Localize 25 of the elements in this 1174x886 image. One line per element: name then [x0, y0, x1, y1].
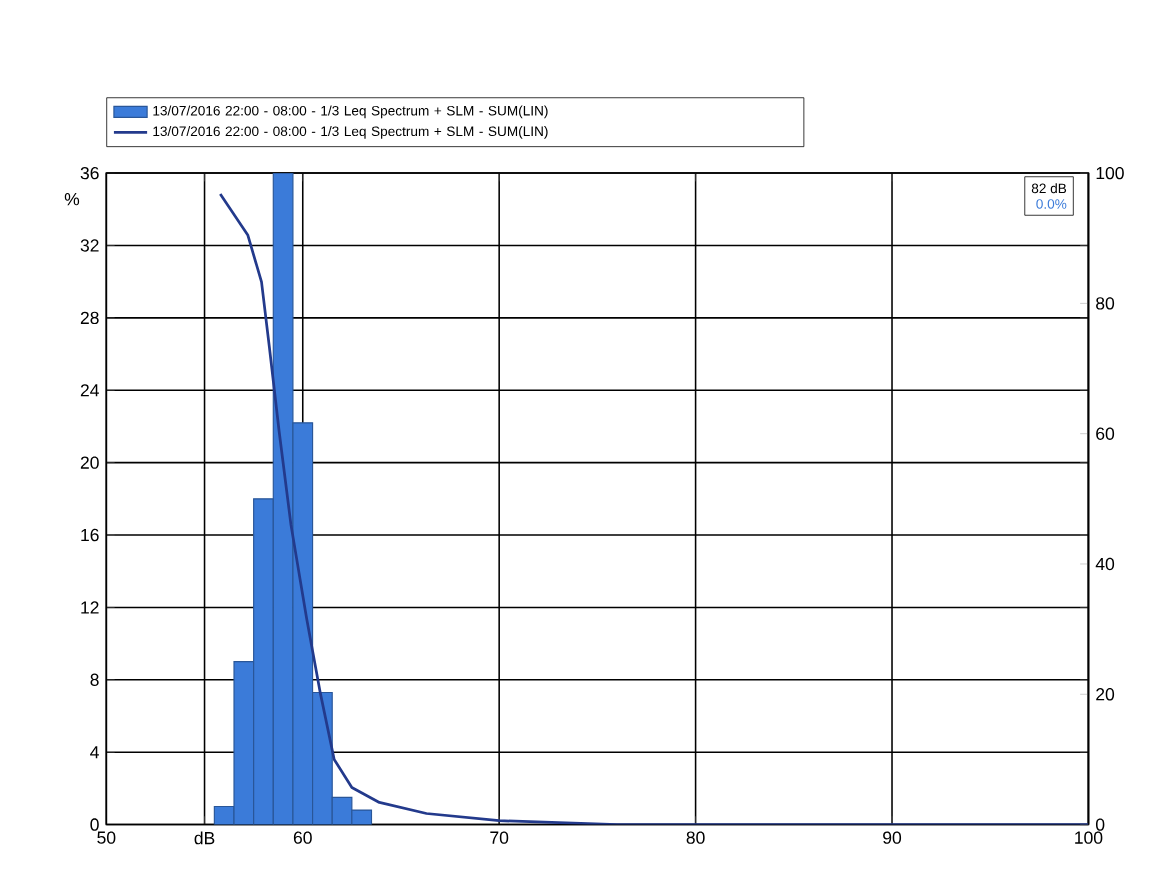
x-tick-label: 80	[686, 831, 705, 844]
x-tick-label: 90	[883, 831, 902, 844]
y-tick-label: 32	[80, 238, 99, 252]
y-tick-label: 4	[90, 745, 99, 758]
y-tick-label: 0	[90, 817, 99, 831]
y2-tick-label: 80	[1096, 296, 1115, 310]
y-tick-label: 28	[80, 311, 99, 324]
x-tick-label: dB	[194, 831, 215, 844]
line-series	[218, 192, 1089, 825]
x-tick-label: 100	[1075, 831, 1103, 844]
y2-tick-label: 20	[1096, 687, 1115, 701]
x-tick-label: 70	[490, 831, 509, 844]
y-tick-label: 8	[90, 673, 99, 686]
y-tick-label: 36	[80, 166, 99, 179]
y-tick-label: 12	[81, 600, 99, 614]
x-tick-label: 60	[293, 831, 312, 844]
y-tick-label: 20	[80, 456, 99, 469]
y2-tick-label: 60	[1096, 427, 1115, 440]
y2-tick-label: 40	[1095, 557, 1115, 570]
y-axis-title: %	[64, 192, 80, 205]
y2-tick-label: 0	[1095, 817, 1105, 831]
x-tick-label: 50	[97, 831, 116, 844]
y-tick-label: 24	[80, 383, 99, 396]
y-tick-label: 16	[81, 528, 99, 541]
y2-tick-label: 100	[1096, 166, 1124, 179]
